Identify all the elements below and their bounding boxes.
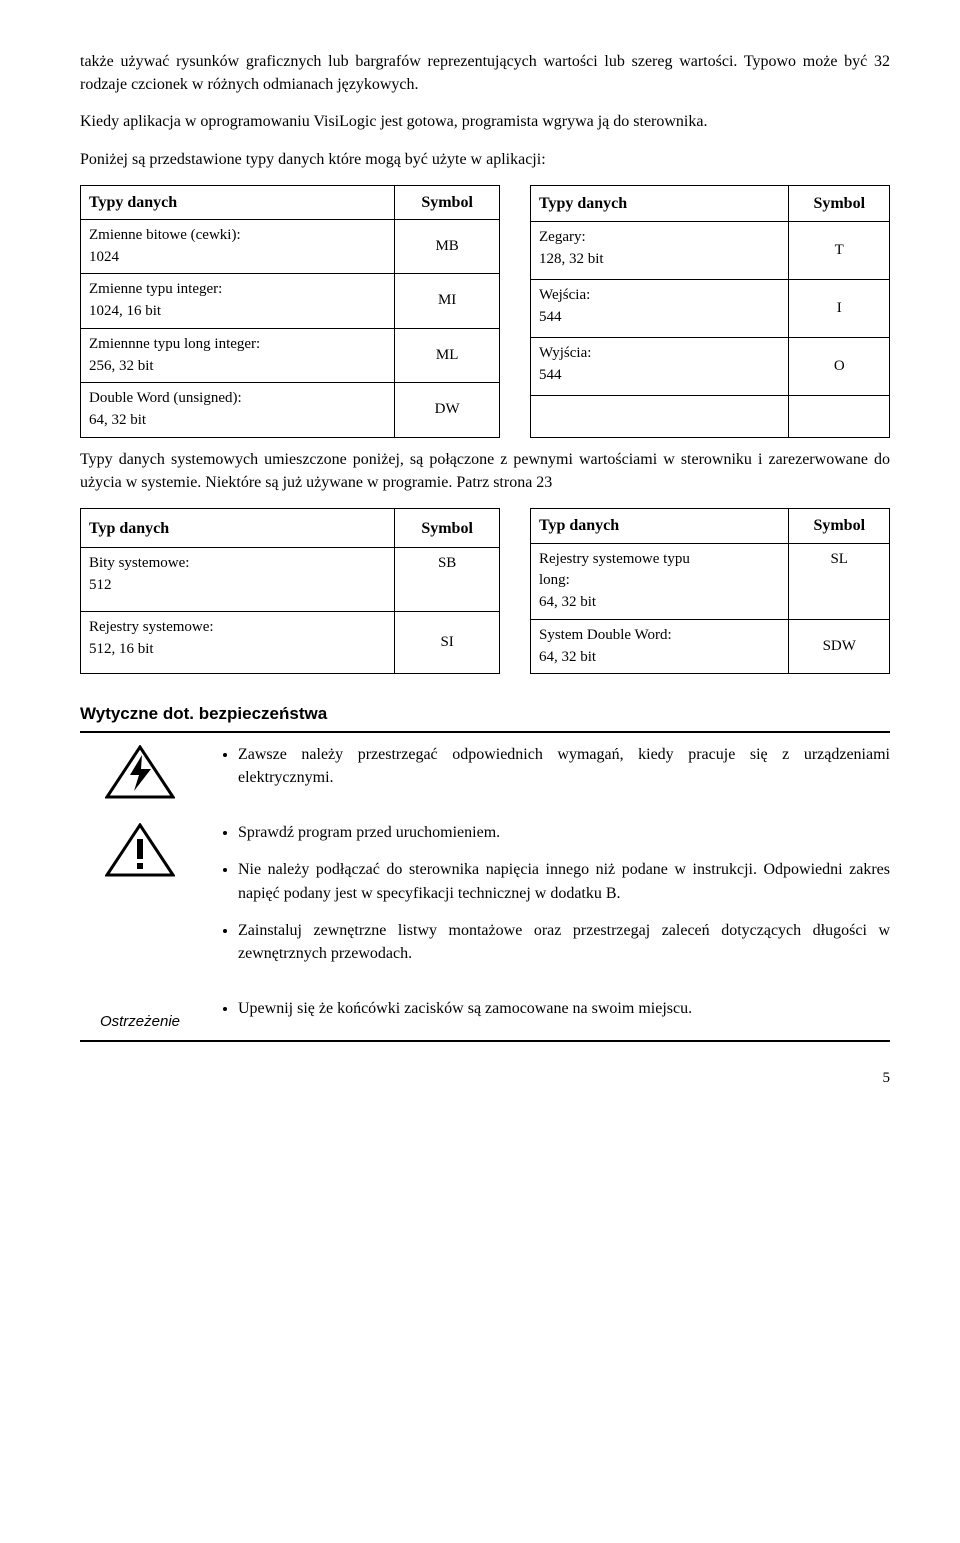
warning-label: Ostrzeżenie [80,997,200,1033]
cell-text: Rejestry systemowe: [89,617,386,639]
data-types-table-right-2: Typ danych Symbol Rejestry systemowe typ… [530,508,890,674]
cell-text: Zegary: [539,227,780,249]
safety-list-1: Zawsze należy przestrzegać odpowiednich … [216,743,890,803]
table-row: Rejestry systemowe:512, 16 bit SI [81,612,500,674]
table-row: System Double Word:64, 32 bit SDW [531,619,890,674]
tables-row-2: Typ danych Symbol Bity systemowe:512 SB … [80,508,890,674]
safety-bullet: Zainstaluj zewnętrzne listwy montażowe o… [238,919,890,965]
intro-paragraph-3: Poniżej są przedstawione typy danych któ… [80,148,890,171]
cell-symbol: SI [395,612,500,674]
cell-text: Rejestry systemowe typu [539,549,780,571]
cell-symbol: SL [789,543,890,619]
th-types: Typy danych [81,185,395,219]
th-symbol: Symbol [395,509,500,548]
safety-list-2: Sprawdź program przed uruchomieniem. Nie… [216,821,890,979]
cell-symbol: ML [395,328,500,383]
safety-section-title: Wytyczne dot. bezpieczeństwa [80,702,890,727]
data-types-table-left-1: Typy danych Symbol Zmienne bitowe (cewki… [80,185,500,438]
middle-paragraph: Typy danych systemowych umieszczone poni… [80,448,890,494]
intro-paragraph-1: także używać rysunków graficznych lub ba… [80,50,890,96]
table-row: Wyjścia:544 O [531,337,890,395]
cell-symbol: I [789,280,890,338]
cell-text: 512 [89,575,386,597]
data-types-table-left-2: Typ danych Symbol Bity systemowe:512 SB … [80,508,500,674]
safety-bullet: Nie należy podłączać do sterownika napię… [238,858,890,904]
cell-text: long: [539,570,780,592]
cell-symbol: SDW [789,619,890,674]
safety-bullet: Upewnij się że końcówki zacisków są zamo… [238,997,890,1020]
cell-symbol: MI [395,274,500,329]
cell-symbol: SB [395,548,500,612]
tables-row-1: Typy danych Symbol Zmienne bitowe (cewki… [80,185,890,438]
table-row: Double Word (unsigned):64, 32 bit DW [81,383,500,438]
safety-bullet: Sprawdź program przed uruchomieniem. [238,821,890,844]
table-row: Rejestry systemowe typulong:64, 32 bit S… [531,543,890,619]
cell-text: Zmienne bitowe (cewki): [89,225,386,247]
cell-text: Zmiennne typu long integer: [89,334,386,356]
cell-text: 1024, 16 bit [89,301,386,323]
cell-text: Bity systemowe: [89,553,386,575]
th-symbol: Symbol [789,185,890,221]
table-row: Wejścia:544 I [531,280,890,338]
section-divider-top [80,731,890,733]
data-types-table-right-1: Typy danych Symbol Zegary:128, 32 bit T … [530,185,890,438]
cell-empty [531,395,789,437]
cell-symbol: T [789,222,890,280]
safety-grid: Zawsze należy przestrzegać odpowiednich … [80,743,890,1035]
cell-text: 512, 16 bit [89,639,386,661]
cell-text: 64, 32 bit [539,592,780,614]
page-number: 5 [80,1068,890,1090]
safety-bullet: Zawsze należy przestrzegać odpowiednich … [238,743,890,789]
cell-text: 256, 32 bit [89,356,386,378]
cell-text: 544 [539,307,780,329]
th-symbol: Symbol [789,509,890,543]
th-types: Typ danych [531,509,789,543]
cell-text: 64, 32 bit [89,410,386,432]
th-types: Typy danych [531,185,789,221]
th-symbol: Symbol [395,185,500,219]
safety-list-3: Upewnij się że końcówki zacisków są zamo… [216,997,890,1034]
warning-triangle-icon [80,821,200,877]
cell-text: Zmienne typu integer: [89,279,386,301]
cell-text: Wyjścia: [539,343,780,365]
table-row: Zmienne bitowe (cewki):1024 MB [81,219,500,274]
section-divider-bottom [80,1040,890,1042]
cell-text: 1024 [89,247,386,269]
cell-text: Wejścia: [539,285,780,307]
cell-symbol: O [789,337,890,395]
electric-hazard-icon [80,743,200,799]
table-row: Zmiennne typu long integer:256, 32 bit M… [81,328,500,383]
th-types: Typ danych [81,509,395,548]
cell-symbol: MB [395,219,500,274]
table-row [531,395,890,437]
cell-text: 544 [539,365,780,387]
cell-empty [789,395,890,437]
table-row: Bity systemowe:512 SB [81,548,500,612]
table-row: Zegary:128, 32 bit T [531,222,890,280]
cell-text: System Double Word: [539,625,780,647]
cell-text: Double Word (unsigned): [89,388,386,410]
intro-paragraph-2: Kiedy aplikacja w oprogramowaniu VisiLog… [80,110,890,133]
table-row: Zmienne typu integer:1024, 16 bit MI [81,274,500,329]
cell-text: 128, 32 bit [539,249,780,271]
cell-symbol: DW [395,383,500,438]
cell-text: 64, 32 bit [539,647,780,669]
